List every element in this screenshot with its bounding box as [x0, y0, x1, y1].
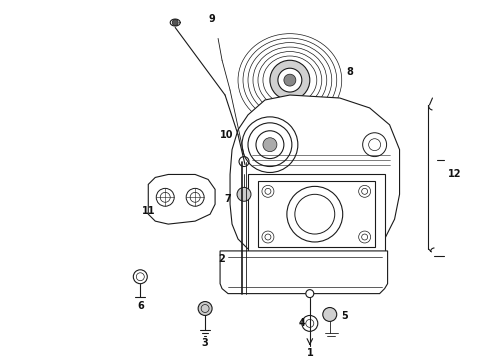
Text: 5: 5	[342, 311, 348, 321]
Circle shape	[284, 74, 296, 86]
Polygon shape	[220, 251, 388, 294]
Polygon shape	[230, 95, 399, 261]
Text: 8: 8	[346, 67, 353, 77]
Circle shape	[270, 60, 310, 100]
Text: 6: 6	[137, 301, 144, 311]
Circle shape	[263, 138, 277, 152]
Polygon shape	[248, 175, 385, 254]
Text: 7: 7	[225, 194, 231, 204]
Text: 11: 11	[142, 206, 155, 216]
Circle shape	[306, 290, 314, 298]
Polygon shape	[148, 175, 215, 224]
Text: 9: 9	[209, 14, 216, 23]
Circle shape	[323, 307, 337, 321]
Text: 2: 2	[219, 254, 225, 264]
Text: 12: 12	[448, 170, 461, 180]
Circle shape	[278, 68, 302, 92]
Circle shape	[237, 187, 251, 201]
Text: 1: 1	[306, 348, 313, 358]
Text: 10: 10	[220, 130, 234, 140]
Circle shape	[172, 19, 178, 26]
Text: 3: 3	[202, 338, 208, 348]
Circle shape	[302, 315, 318, 331]
Circle shape	[198, 302, 212, 315]
Polygon shape	[258, 181, 375, 247]
Text: 4: 4	[298, 318, 305, 328]
